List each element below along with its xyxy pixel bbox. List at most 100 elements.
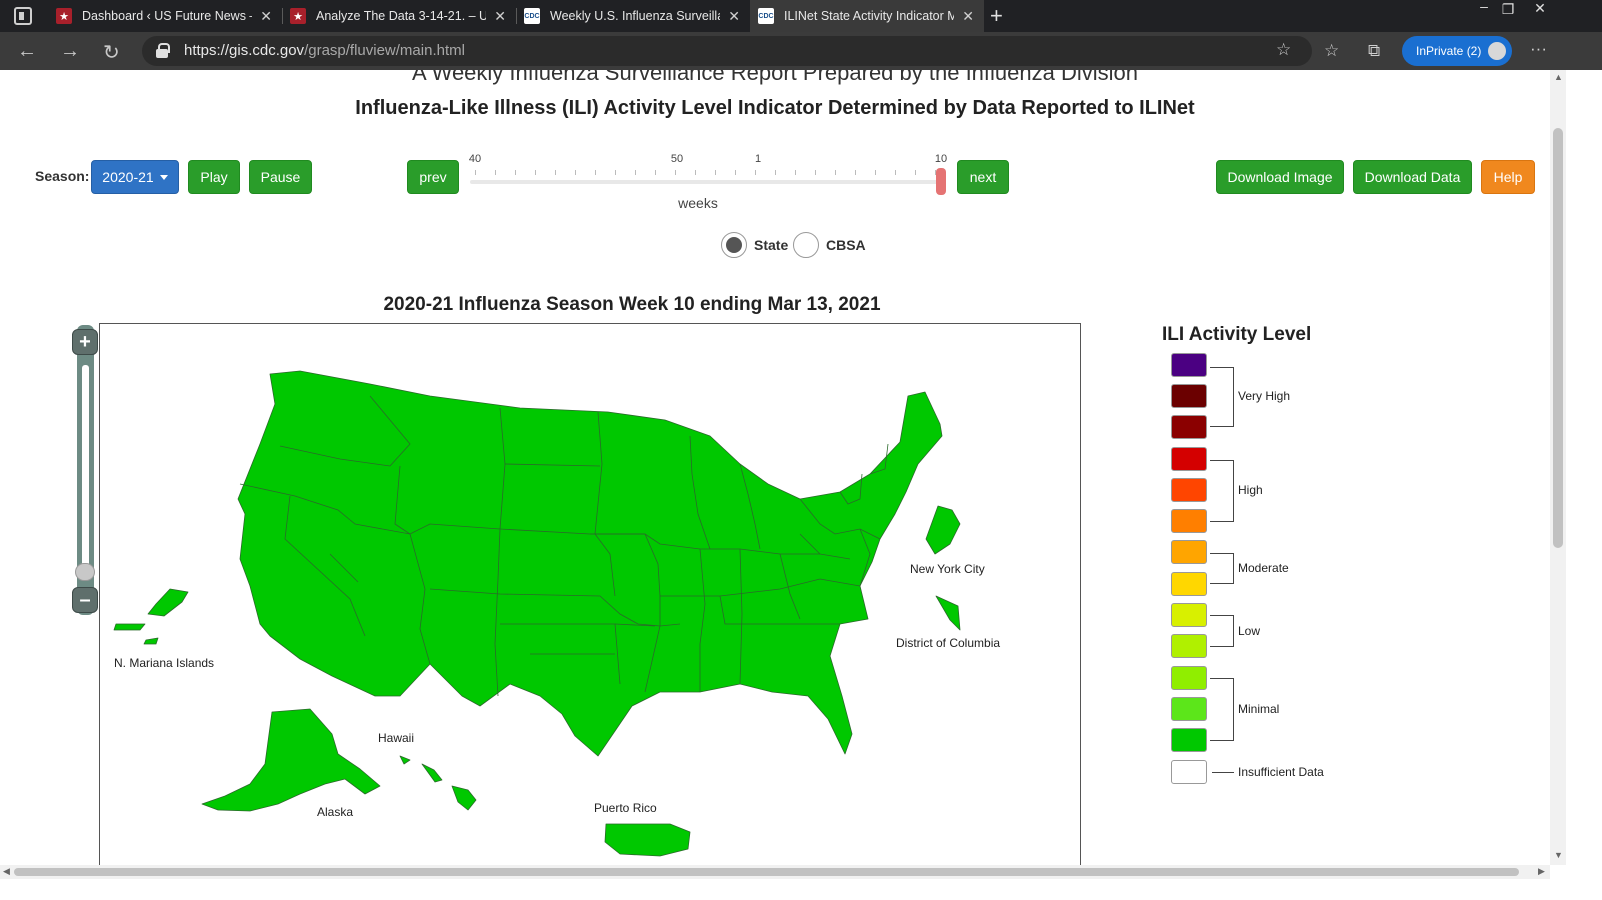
favorites-icon[interactable]: ☆ — [1324, 41, 1340, 60]
minimize-icon[interactable]: – — [1480, 0, 1488, 14]
browser-tab-bar: ★ Dashboard ‹ US Future News — ✕ ★ Analy… — [0, 0, 1602, 32]
slider-tick — [495, 170, 496, 175]
next-button[interactable]: next — [957, 160, 1009, 194]
close-tab-icon[interactable]: ✕ — [260, 7, 272, 24]
forward-icon[interactable]: → — [60, 40, 80, 62]
week-slider[interactable]: 40 50 1 10 weeks — [469, 150, 948, 211]
play-button[interactable]: Play — [188, 160, 240, 194]
close-tab-icon[interactable]: ✕ — [494, 7, 506, 24]
dc-shape — [935, 595, 961, 631]
inprivate-button[interactable]: InPrivate (2) — [1402, 36, 1512, 66]
season-dropdown[interactable]: 2020-21 — [91, 160, 179, 194]
bracket-low — [1210, 615, 1234, 647]
slider-tick — [655, 170, 656, 175]
tick-label: 10 — [934, 153, 948, 165]
tab-analyze-data[interactable]: ★ Analyze The Data 3-14-21. – US ✕ — [282, 0, 516, 32]
close-window-icon[interactable]: ✕ — [1534, 0, 1546, 16]
slider-tick — [695, 170, 696, 175]
tab-actions-icon[interactable] — [14, 7, 32, 25]
scroll-right-icon[interactable]: ▶ — [1538, 866, 1545, 876]
pause-button[interactable]: Pause — [249, 160, 312, 194]
scroll-thumb[interactable] — [1553, 128, 1563, 548]
back-icon[interactable]: ← — [17, 40, 37, 62]
tick-label: 1 — [754, 153, 762, 165]
scroll-up-icon[interactable]: ▲ — [1554, 72, 1563, 82]
prev-button[interactable]: prev — [407, 160, 459, 194]
slider-tick — [775, 170, 776, 175]
map-title: 2020-21 Influenza Season Week 10 ending … — [383, 294, 881, 315]
slider-tick — [855, 170, 856, 175]
tab-dashboard[interactable]: ★ Dashboard ‹ US Future News — ✕ — [48, 0, 282, 32]
season-value: 2020-21 — [102, 169, 154, 185]
cbsa-radio[interactable] — [793, 232, 819, 258]
close-tab-icon[interactable]: ✕ — [962, 7, 974, 24]
refresh-icon[interactable]: ↻ — [103, 42, 120, 64]
lock-icon[interactable] — [156, 43, 170, 58]
tab-title: Analyze The Data 3-14-21. – US — [316, 9, 486, 23]
inprivate-label: InPrivate (2) — [1416, 44, 1482, 58]
legend-swatch — [1171, 353, 1207, 377]
hawaii-label: Hawaii — [378, 731, 415, 745]
slider-tick — [675, 170, 676, 175]
alaska-label: Alaska — [317, 805, 354, 819]
report-title: A Weekly Influenza Surveillance Report P… — [412, 70, 1138, 85]
legend-swatch — [1171, 572, 1207, 596]
scroll-left-icon[interactable]: ◀ — [3, 866, 10, 876]
zoom-slider-knob[interactable] — [75, 563, 95, 581]
mariana-label: N. Mariana Islands — [114, 656, 215, 670]
tab-weekly-surveillance[interactable]: CDC Weekly U.S. Influenza Surveillanc ✕ — [516, 0, 750, 32]
download-data-button[interactable]: Download Data — [1353, 160, 1472, 194]
bracket-high — [1210, 460, 1234, 522]
legend-dash — [1212, 772, 1234, 773]
zoom-control: + – — [70, 325, 100, 620]
zoom-out-icon[interactable]: – — [72, 587, 98, 613]
legend-label-low: Low — [1238, 624, 1261, 638]
tab-title: Weekly U.S. Influenza Surveillanc — [550, 9, 720, 23]
tab-title: Dashboard ‹ US Future News — — [82, 9, 252, 23]
dc-label: District of Columbia — [896, 636, 1001, 650]
zoom-in-icon[interactable]: + — [72, 329, 98, 355]
slider-tick — [595, 170, 596, 175]
more-menu-icon[interactable]: ··· — [1530, 39, 1547, 58]
url-path: /grasp/fluview/main.html — [304, 42, 465, 59]
slider-tick — [515, 170, 516, 175]
legend-swatch — [1171, 540, 1207, 564]
close-tab-icon[interactable]: ✕ — [728, 7, 740, 24]
tab-ilinet-active[interactable]: CDC ILINet State Activity Indicator Ma ✕ — [750, 0, 984, 32]
slider-tick — [535, 170, 536, 175]
zoom-slider[interactable] — [82, 365, 89, 575]
vertical-scrollbar[interactable]: ▲ ▼ — [1550, 70, 1566, 865]
url-host: https://gis.cdc.gov — [184, 42, 305, 59]
add-favorite-icon[interactable]: ☆ — [1276, 40, 1292, 59]
horizontal-scrollbar[interactable]: ◀ ▶ — [0, 865, 1550, 879]
slider-handle[interactable] — [936, 168, 946, 195]
slider-tick — [875, 170, 876, 175]
restore-icon[interactable]: ❐ — [1501, 1, 1515, 17]
h-scroll-thumb[interactable] — [14, 868, 1519, 876]
slider-tick — [575, 170, 576, 175]
slider-tick — [795, 170, 796, 175]
star-favicon-icon: ★ — [290, 8, 306, 24]
cbsa-radio-label: CBSA — [826, 237, 866, 253]
scroll-down-icon[interactable]: ▼ — [1554, 850, 1563, 860]
slider-tick — [815, 170, 816, 175]
tab-title: ILINet State Activity Indicator Ma — [784, 9, 954, 23]
slider-tick — [555, 170, 556, 175]
state-radio[interactable] — [721, 232, 747, 258]
bracket-very-high — [1210, 367, 1234, 427]
cdc-favicon-icon: CDC — [524, 8, 540, 24]
us-map[interactable] — [99, 323, 1081, 865]
slider-track[interactable] — [470, 180, 940, 184]
mariana-shape — [113, 588, 189, 645]
address-bar: ← → ↻ https://gis.cdc.gov/grasp/fluview/… — [0, 32, 1602, 70]
new-tab-icon[interactable]: + — [990, 3, 1003, 28]
slider-tick — [475, 170, 476, 175]
bracket-moderate — [1210, 553, 1234, 584]
collections-icon[interactable]: ⧉ — [1368, 41, 1381, 60]
weeks-label: weeks — [678, 195, 718, 211]
help-button[interactable]: Help — [1481, 160, 1535, 194]
legend-label-high: High — [1238, 483, 1263, 497]
url-field[interactable]: https://gis.cdc.gov/grasp/fluview/main.h… — [142, 36, 1312, 66]
download-image-button[interactable]: Download Image — [1216, 160, 1344, 194]
legend-swatch — [1171, 760, 1207, 784]
